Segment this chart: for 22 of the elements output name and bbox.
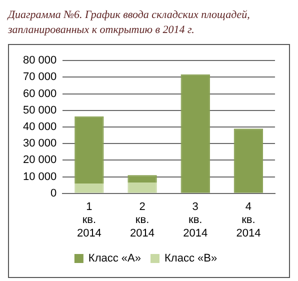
y-tick-label: 20 000 <box>22 154 57 166</box>
y-tick-label: 50 000 <box>22 104 57 116</box>
x-tick-label: 4 кв. 2014 <box>236 201 261 240</box>
chart-title: Диаграмма №6. График ввода складских площадей, запланированных к открытию в 2014 г. <box>8 8 251 38</box>
y-tick-label: 0 <box>50 187 57 200</box>
bar <box>180 74 210 193</box>
x-tick-label: 3 кв. 2014 <box>183 201 208 240</box>
bar <box>128 182 157 193</box>
y-tick-label: 10 000 <box>22 170 57 183</box>
x-tick-label: 2 кв. 2014 <box>130 201 155 240</box>
x-tick-label: 1 кв. 2014 <box>76 201 102 240</box>
bar <box>234 128 264 193</box>
bar <box>128 175 157 182</box>
y-tick-label: 30 000 <box>22 138 57 150</box>
legend-label: Класс «В» <box>164 252 218 265</box>
y-tick-label: 40 000 <box>22 121 57 134</box>
bar <box>74 116 104 184</box>
y-tick-label: 80 000 <box>22 54 57 67</box>
bar <box>74 183 104 193</box>
legend-label: Класс «А» <box>88 252 142 265</box>
y-tick-label: 60 000 <box>22 88 57 100</box>
y-tick-label: 70 000 <box>22 71 57 84</box>
